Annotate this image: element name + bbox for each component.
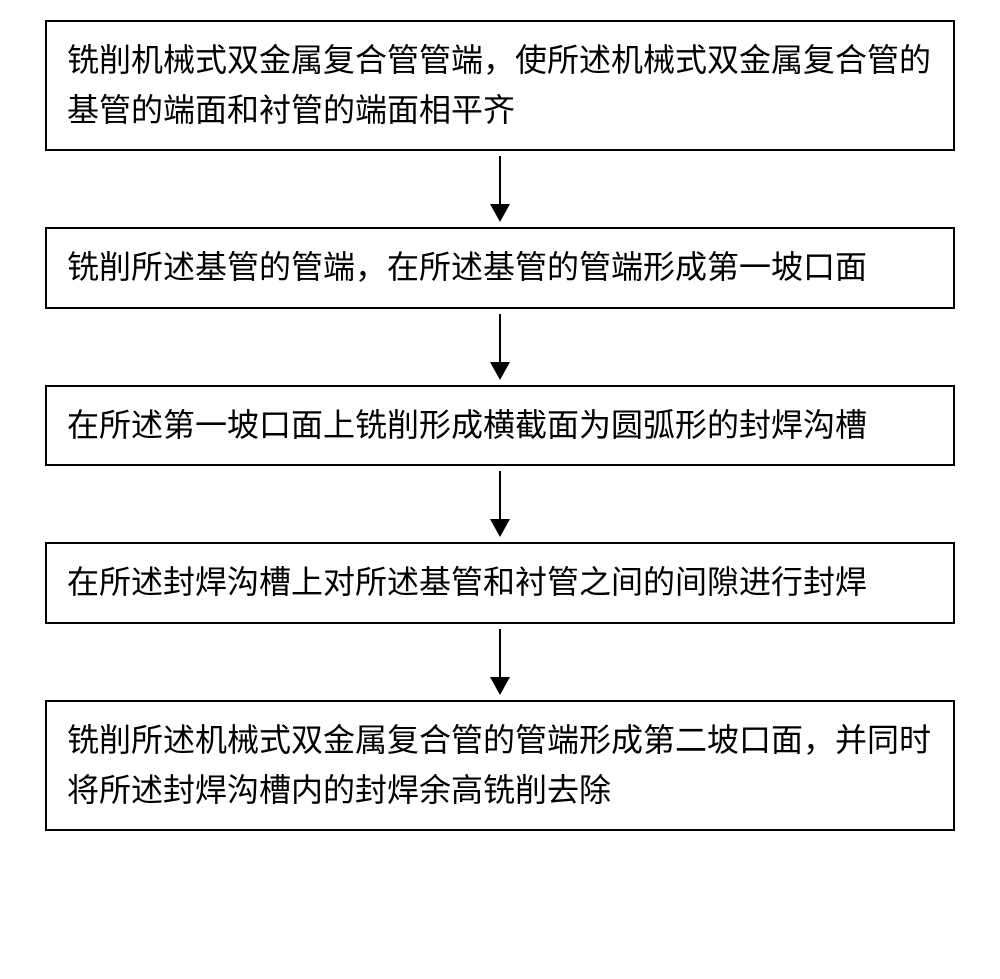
- flowchart-step-4: 在所述封焊沟槽上对所述基管和衬管之间的间隙进行封焊: [45, 542, 955, 624]
- flowchart-step-1: 铣削机械式双金属复合管管端，使所述机械式双金属复合管的基管的端面和衬管的端面相平…: [45, 20, 955, 151]
- arrow-head: [490, 362, 510, 380]
- arrow-head: [490, 677, 510, 695]
- arrow-line: [499, 629, 501, 677]
- arrow-4: [490, 624, 510, 700]
- step-text: 在所述封焊沟槽上对所述基管和衬管之间的间隙进行封焊: [67, 558, 933, 608]
- arrow-line: [499, 314, 501, 362]
- arrow-head: [490, 519, 510, 537]
- flowchart-step-5: 铣削所述机械式双金属复合管的管端形成第二坡口面，并同时将所述封焊沟槽内的封焊余高…: [45, 700, 955, 831]
- arrow-head: [490, 204, 510, 222]
- step-text: 铣削所述基管的管端，在所述基管的管端形成第一坡口面: [67, 243, 933, 293]
- arrow-line: [499, 471, 501, 519]
- step-text: 在所述第一坡口面上铣削形成横截面为圆弧形的封焊沟槽: [67, 401, 933, 451]
- arrow-2: [490, 309, 510, 385]
- step-text: 铣削所述机械式双金属复合管的管端形成第二坡口面，并同时将所述封焊沟槽内的封焊余高…: [67, 716, 933, 815]
- arrow-3: [490, 466, 510, 542]
- arrow-1: [490, 151, 510, 227]
- flowchart-step-3: 在所述第一坡口面上铣削形成横截面为圆弧形的封焊沟槽: [45, 385, 955, 467]
- flowchart-step-2: 铣削所述基管的管端，在所述基管的管端形成第一坡口面: [45, 227, 955, 309]
- arrow-line: [499, 156, 501, 204]
- step-text: 铣削机械式双金属复合管管端，使所述机械式双金属复合管的基管的端面和衬管的端面相平…: [67, 36, 933, 135]
